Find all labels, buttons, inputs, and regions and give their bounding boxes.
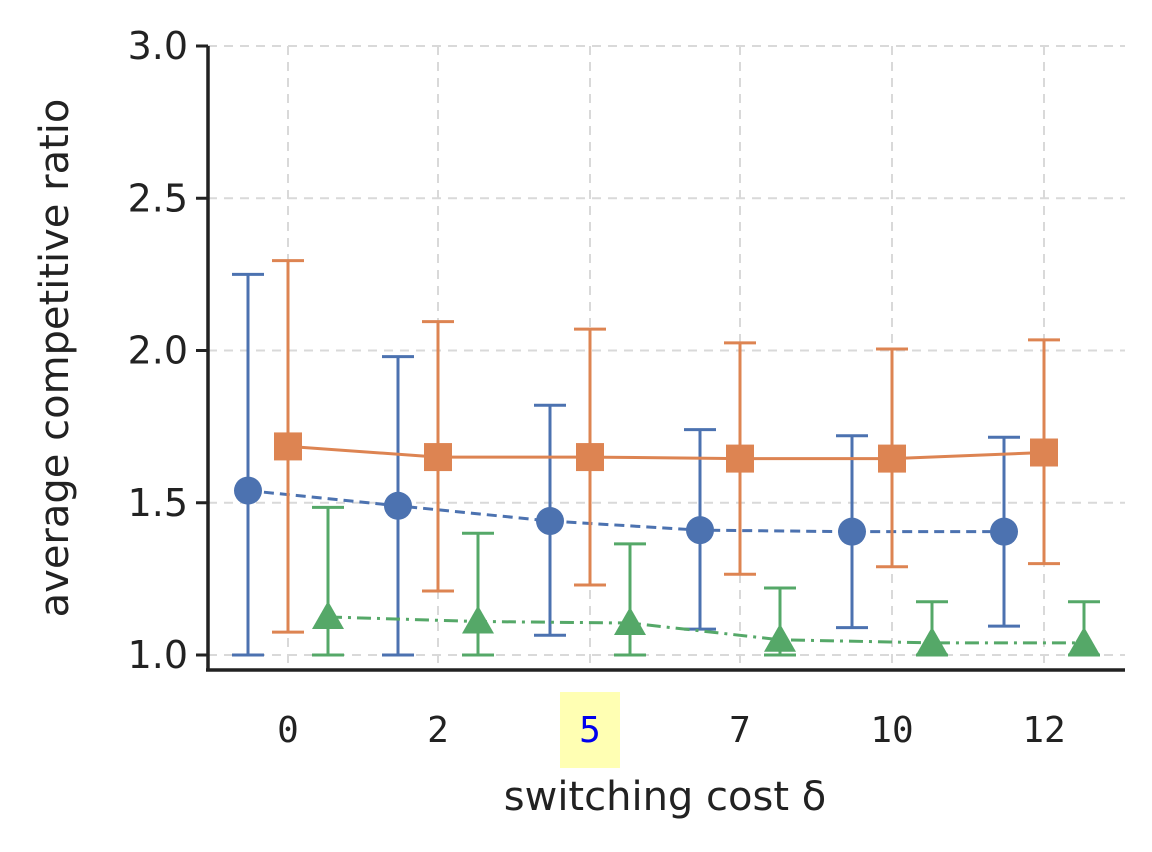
x-tick-label: 2 [427,710,449,751]
x-tick-label: 10 [870,710,913,751]
series-line [327,615,1084,645]
series-layer [232,259,1100,657]
x-tick-label: 7 [729,710,751,751]
y-axis-title: average competitive ratio [32,99,78,618]
data-point [576,443,604,472]
series-2 [312,505,1100,657]
series-line [287,444,1045,461]
x-tick-label: 12 [1022,710,1065,751]
data-point [878,444,906,473]
data-point [686,516,714,545]
data-point [764,623,796,652]
data-point [536,507,564,536]
data-point [726,444,754,473]
data-point [234,476,262,505]
data-point [462,605,494,634]
data-point [990,517,1018,546]
series-0 [232,272,1020,657]
x-tick-label: 0 [277,710,299,751]
data-point [838,517,866,546]
series-1 [272,259,1060,634]
data-point [312,600,344,629]
data-point [274,432,302,461]
data-point [614,607,646,636]
data-point [1030,438,1058,467]
ticks: 1.0 1.5 2.0 2.5 3.0 0 2 5 7 10 12 [128,24,1066,768]
y-tick-label: 2.5 [128,176,188,220]
grid [208,45,1125,670]
series-line [247,489,1004,534]
y-tick-label: 1.5 [128,481,188,525]
axes [206,46,1125,672]
x-axis-title: switching cost δ [504,774,826,820]
data-point [424,443,452,472]
y-tick-label: 3.0 [128,24,188,68]
data-point [1068,626,1100,655]
data-point [916,626,948,655]
x-tick-label: 5 [579,710,601,751]
y-tick-label: 1.0 [128,633,188,677]
y-tick-label: 2.0 [128,329,188,373]
data-point [384,491,412,520]
x-tick-highlight [560,692,620,768]
